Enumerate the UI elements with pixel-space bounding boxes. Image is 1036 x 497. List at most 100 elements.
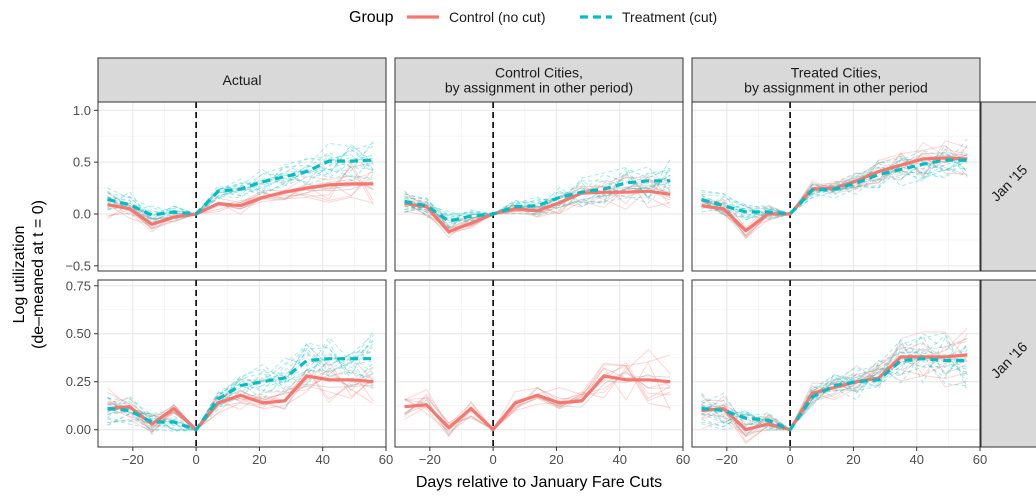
legend-label-control: Control (no cut) (449, 9, 545, 25)
city-line-control (107, 360, 374, 431)
city-line-control (701, 331, 968, 431)
city-line-treatment (107, 339, 374, 435)
city-line-treatment (107, 348, 374, 431)
city-line-control (107, 165, 374, 219)
strip-treated_cities (691, 57, 981, 103)
city-line-control (107, 369, 374, 431)
strip-label-actual: Actual (223, 72, 262, 88)
x-tick-label: 0 (786, 452, 793, 467)
city-line-treatment (107, 142, 374, 220)
city-line-control (107, 173, 374, 220)
city-line-treatment (701, 359, 968, 431)
city-line-treatment (404, 166, 671, 222)
y-tick-label: 0.5 (73, 155, 91, 170)
city-line-control (107, 366, 374, 433)
city-line-control (701, 338, 968, 435)
city-line-grey (701, 153, 968, 218)
x-tick-label: 20 (252, 452, 266, 467)
x-tick-label: 0 (489, 452, 496, 467)
city-line-treatment (701, 155, 968, 221)
y-tick-label: 1.0 (73, 103, 91, 118)
city-line-treatment (404, 174, 671, 223)
x-tick-label: 60 (379, 452, 393, 467)
panel-border (97, 279, 387, 448)
city-line-treatment (701, 349, 968, 431)
city-line-treatment (107, 142, 374, 219)
city-line-grey (107, 157, 374, 220)
series-line-control (404, 189, 671, 234)
city-line-control (404, 175, 671, 229)
city-line-treatment (701, 157, 968, 219)
panel-0-0 (97, 101, 387, 272)
city-line-grey (107, 373, 374, 431)
city-line-treatment (404, 172, 671, 220)
strip-label-treated_cities: by assignment in other period (744, 80, 928, 96)
x-tick-label: 0 (192, 452, 199, 467)
city-line-treatment (404, 170, 671, 215)
x-tick-label: 40 (315, 452, 329, 467)
panel-border (97, 101, 387, 272)
panel-0-1 (394, 101, 684, 272)
city-line-treatment (107, 331, 374, 431)
city-line-grey (404, 181, 671, 227)
city-line-treatment (404, 169, 671, 219)
city-line-grey (701, 155, 968, 215)
city-line-treatment (701, 152, 968, 218)
city-line-treatment (404, 167, 671, 222)
legend-label-treatment: Treatment (cut) (622, 9, 717, 25)
city-line-grey (107, 183, 374, 229)
city-line-treatment (107, 342, 374, 432)
series-line-control (701, 353, 968, 432)
x-tick-label: −20 (122, 452, 144, 467)
city-line-treatment (107, 148, 374, 217)
strip-label-control_cities: by assignment in other period) (445, 80, 633, 96)
x-tick-label: 20 (846, 452, 860, 467)
city-line-treatment (404, 167, 671, 217)
city-line-treatment (701, 336, 968, 431)
y-axis-title: Log utilization (11, 226, 28, 324)
panel-1-2 (691, 279, 981, 448)
city-line-treatment (107, 154, 374, 218)
legend: Group Control (no cut) Treatment (cut) (349, 9, 717, 26)
city-line-treatment (701, 344, 968, 431)
strip-label-control_cities: Control Cities, (495, 65, 583, 81)
legend-title: Group (349, 9, 394, 26)
city-line-control (107, 369, 374, 431)
city-line-treatment (107, 154, 374, 223)
panel-border (394, 101, 684, 272)
city-line-treatment (701, 350, 968, 431)
city-line-treatment (701, 148, 968, 216)
x-tick-label: 40 (909, 452, 923, 467)
strip-control_cities (394, 57, 684, 103)
x-tick-label: 40 (612, 452, 626, 467)
city-line-treatment (107, 155, 374, 220)
series-line-control (107, 182, 374, 226)
city-line-treatment (701, 343, 968, 431)
city-line-treatment (107, 352, 374, 431)
y-tick-label: 0.75 (66, 278, 91, 293)
y-tick-label: 0.50 (66, 326, 91, 341)
x-tick-label: 60 (676, 452, 690, 467)
city-line-treatment (404, 181, 671, 228)
city-line-treatment (107, 144, 374, 215)
series-line-control (107, 374, 374, 432)
panel-1-1 (394, 279, 684, 448)
city-line-grey (404, 187, 671, 230)
panel-border (394, 279, 684, 448)
city-line-grey (107, 155, 374, 221)
panels (97, 57, 1036, 448)
city-line-control (404, 189, 671, 229)
city-line-control (404, 372, 671, 431)
panel-1-0 (97, 279, 387, 448)
x-tick-label: 60 (973, 452, 987, 467)
city-line-grey (107, 179, 374, 223)
panel-0-2 (691, 101, 981, 272)
city-line-control (701, 141, 968, 229)
city-line-grey (701, 355, 968, 431)
city-line-treatment (107, 350, 374, 431)
city-line-grey (107, 351, 374, 431)
city-line-control (107, 168, 374, 229)
x-axis-title: Days relative to January Fare Cuts (416, 474, 662, 491)
city-line-control (701, 340, 968, 437)
